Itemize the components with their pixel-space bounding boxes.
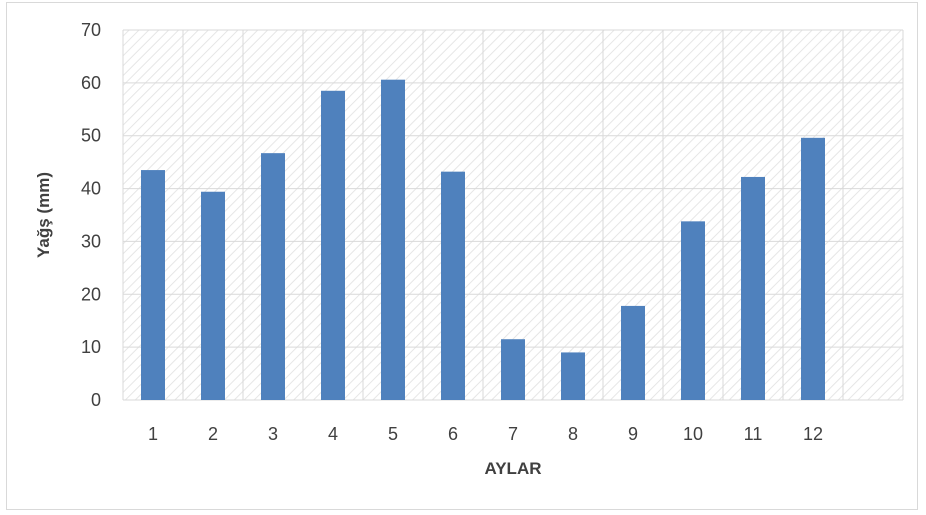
x-tick-label: 8 (568, 424, 578, 444)
bar-11 (741, 176, 765, 400)
bar-5 (381, 79, 405, 400)
bar-3 (261, 153, 285, 400)
x-tick-labels: 1 2 3 4 5 6 7 8 9 10 11 12 (148, 424, 823, 444)
x-axis-title: AYLAR (485, 459, 542, 478)
x-tick-label: 10 (683, 424, 703, 444)
bar-2 (201, 191, 225, 400)
x-tick-label: 9 (628, 424, 638, 444)
bar-4 (321, 90, 345, 401)
x-tick-label: 3 (268, 424, 278, 444)
bar-7 (501, 339, 525, 400)
y-tick-label: 0 (91, 390, 101, 410)
bar-12 (801, 137, 825, 401)
bar-1 (141, 170, 165, 400)
bar-9 (621, 305, 645, 400)
y-tick-label: 20 (81, 284, 101, 304)
y-tick-label: 10 (81, 337, 101, 357)
x-tick-label: 11 (744, 424, 763, 444)
bar-10 (681, 221, 705, 400)
y-tick-label: 40 (81, 179, 101, 199)
bar-8 (561, 352, 585, 400)
x-tick-label: 1 (148, 424, 158, 444)
x-tick-label: 5 (388, 424, 398, 444)
plot-area (123, 30, 903, 400)
x-tick-label: 12 (803, 424, 823, 444)
y-tick-labels: 0 10 20 30 40 50 60 70 (81, 20, 101, 410)
x-tick-label: 7 (508, 424, 518, 444)
y-tick-label: 70 (81, 20, 101, 40)
bar-6 (441, 171, 465, 400)
y-tick-label: 50 (81, 126, 101, 146)
y-tick-label: 60 (81, 73, 101, 93)
x-tick-label: 6 (448, 424, 458, 444)
y-tick-label: 30 (81, 231, 101, 251)
bars (141, 79, 825, 401)
gridlines (122, 29, 904, 401)
y-axis-title: Yağş (mm) (34, 172, 53, 258)
x-tick-label: 2 (208, 424, 218, 444)
x-tick-label: 4 (328, 424, 338, 444)
